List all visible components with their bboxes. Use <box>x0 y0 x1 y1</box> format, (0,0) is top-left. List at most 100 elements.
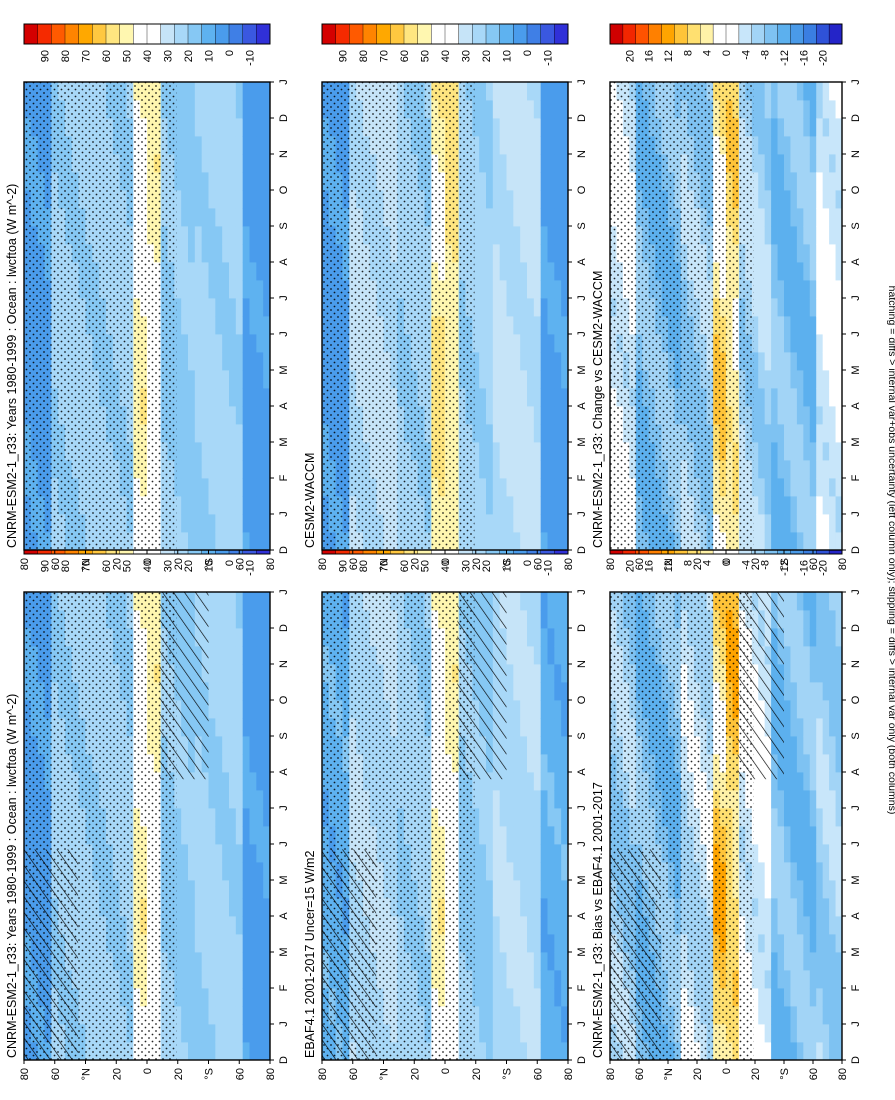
lat-tick-label: °S <box>502 558 514 570</box>
heat-cell <box>263 1006 271 1025</box>
heat-cell <box>174 208 182 227</box>
heat-cell <box>547 772 555 791</box>
heat-cell <box>803 700 811 719</box>
heat-cell <box>520 952 528 971</box>
heat-cell <box>229 352 237 371</box>
heat-cell <box>561 352 569 371</box>
heat-cell <box>527 532 535 551</box>
month-tick-label: M <box>576 437 588 446</box>
heat-cell <box>533 898 542 917</box>
lat-tick-label: 20 <box>409 1068 421 1080</box>
heat-cell <box>822 790 830 809</box>
heat-cell <box>492 826 501 845</box>
heat-cell <box>249 898 257 917</box>
month-tick-label: A <box>576 402 588 410</box>
heat-cell <box>554 388 562 407</box>
colorbar-swatch <box>349 23 364 45</box>
heat-cell <box>796 664 804 683</box>
heat-cell <box>194 172 203 191</box>
stippling-overlay <box>24 82 177 550</box>
heat-cell <box>777 1042 785 1061</box>
heat-cell <box>816 664 824 683</box>
heat-cell <box>554 682 562 701</box>
heat-cell <box>208 772 216 791</box>
heat-cell <box>835 718 843 737</box>
heat-cell <box>822 682 830 701</box>
heat-cell <box>235 844 244 863</box>
heat-cell <box>513 1024 521 1043</box>
heat-cell <box>527 298 535 317</box>
heat-cell <box>229 406 237 425</box>
heat-cell <box>777 1024 785 1043</box>
month-tick-label: O <box>278 185 290 194</box>
heat-cell <box>561 262 569 281</box>
heat-cell <box>527 190 535 209</box>
heat-cell <box>829 646 836 665</box>
heat-cell <box>506 1042 514 1061</box>
heat-cell <box>181 172 189 191</box>
heat-cell <box>829 898 836 917</box>
heat-cell <box>527 316 535 335</box>
heat-cell <box>527 736 535 755</box>
heat-cell <box>242 262 250 281</box>
heat-cell <box>486 934 494 953</box>
heat-cell <box>235 100 244 119</box>
heat-cell <box>229 460 237 479</box>
heat-cell <box>181 370 189 389</box>
heat-cell <box>547 1042 555 1061</box>
heat-cell <box>492 496 501 515</box>
heat-cell <box>533 646 542 665</box>
heat-cell <box>554 154 562 173</box>
heat-cell <box>472 478 480 497</box>
heat-cell <box>784 862 791 881</box>
heat-cell <box>472 424 480 443</box>
heat-cell <box>256 808 264 827</box>
heat-cell <box>201 988 209 1007</box>
heat-cell <box>499 208 507 227</box>
colorbar-label: 40 <box>440 50 452 62</box>
heat-cell <box>547 736 555 755</box>
heat-cell <box>486 952 494 971</box>
heat-cell <box>784 880 791 899</box>
heat-cell <box>520 460 528 479</box>
heat-cell <box>215 136 223 155</box>
heat-cell <box>540 952 548 971</box>
heat-cell <box>242 736 250 755</box>
heat-cell <box>540 424 548 443</box>
month-tick-label: O <box>278 695 290 704</box>
heat-cell <box>527 628 535 647</box>
heat-cell <box>242 136 250 155</box>
colorbar-label: 30 <box>461 50 473 62</box>
heat-cell <box>486 316 494 335</box>
heat-cell <box>533 388 542 407</box>
heat-cell <box>242 370 250 389</box>
heat-cell <box>188 172 196 191</box>
heat-cell <box>181 208 189 227</box>
heat-cell <box>527 700 535 719</box>
heat-cell <box>561 406 569 425</box>
heat-cell <box>816 880 824 899</box>
heat-cell <box>479 1006 487 1025</box>
heat-cell <box>835 1024 843 1043</box>
heat-cell <box>492 82 501 101</box>
heat-cell <box>547 190 555 209</box>
heat-cell <box>263 532 271 551</box>
heat-cell <box>751 808 759 827</box>
heat-cell <box>533 154 542 173</box>
heat-cell <box>533 880 542 899</box>
heat-cell <box>256 334 264 353</box>
heat-cell <box>242 592 250 611</box>
heat-cell <box>215 952 223 971</box>
heat-cell <box>181 154 189 173</box>
heat-cell <box>229 424 237 443</box>
heat-cell <box>520 718 528 737</box>
heat-cell <box>796 682 804 701</box>
month-tick-label: M <box>576 365 588 374</box>
heat-cell <box>533 934 542 953</box>
heat-cell <box>479 82 487 101</box>
heat-cell <box>188 496 196 515</box>
heat-cell <box>479 118 487 137</box>
heat-cell <box>816 970 824 989</box>
heat-cell <box>256 898 264 917</box>
heat-cell <box>809 718 817 737</box>
